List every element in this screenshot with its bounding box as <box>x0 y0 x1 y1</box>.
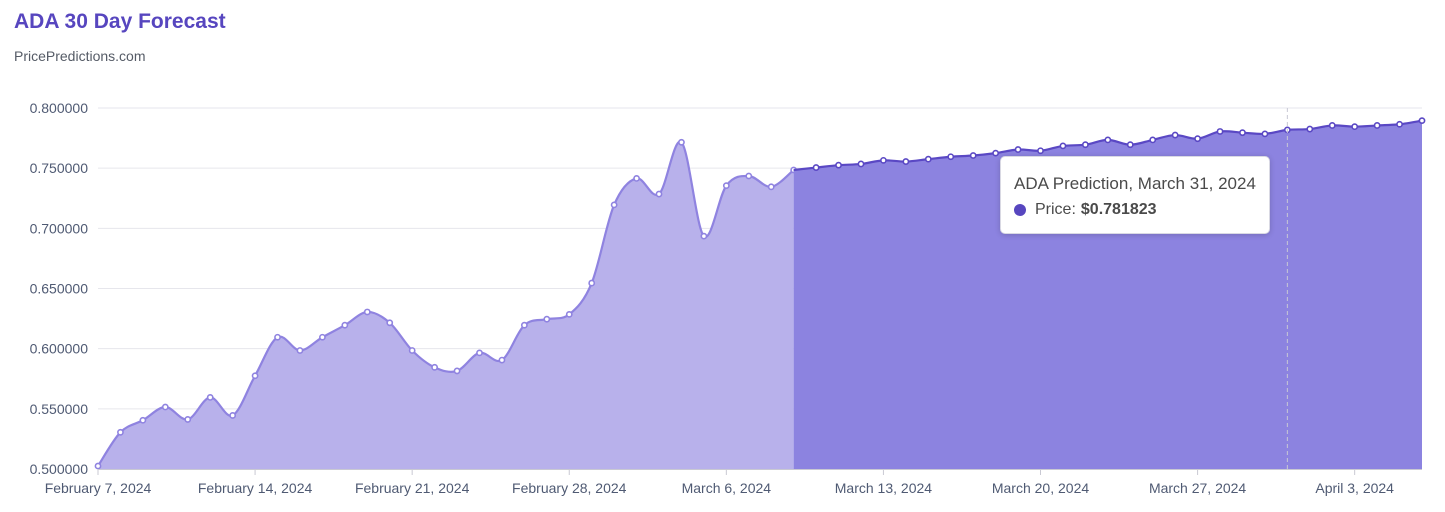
data-point <box>520 321 528 329</box>
x-tick-label: February 28, 2024 <box>512 480 627 496</box>
data-point <box>700 232 708 240</box>
y-tick-label: 0.700000 <box>30 220 89 236</box>
data-point <box>1171 131 1179 139</box>
history-area <box>98 141 794 469</box>
data-point <box>476 349 483 357</box>
data-point <box>947 153 955 161</box>
data-point <box>453 367 461 375</box>
data-point <box>363 308 371 316</box>
data-point <box>543 315 551 323</box>
data-point <box>1081 141 1089 149</box>
data-point <box>386 319 394 327</box>
data-point <box>498 356 506 364</box>
data-point <box>745 172 753 180</box>
x-tick-label: February 21, 2024 <box>355 480 470 496</box>
data-point <box>408 347 416 354</box>
data-point <box>1306 125 1314 133</box>
data-point <box>610 201 618 209</box>
data-point <box>206 394 214 401</box>
data-point <box>633 174 640 182</box>
y-tick-label: 0.550000 <box>30 401 89 417</box>
tooltip-title: ADA Prediction, March 31, 2024 <box>1014 174 1256 193</box>
chart-tooltip: ADA Prediction, March 31, 2024 Price: $0… <box>1000 156 1270 234</box>
data-point <box>722 182 730 190</box>
data-point <box>319 333 326 341</box>
data-point <box>117 428 124 436</box>
data-point <box>274 333 281 341</box>
data-point <box>161 403 169 411</box>
data-point <box>184 416 192 423</box>
data-point <box>1194 135 1201 143</box>
x-tick-label: March 6, 2024 <box>682 480 772 496</box>
data-point <box>1239 129 1246 137</box>
data-point <box>1216 128 1224 135</box>
data-point <box>812 164 820 171</box>
y-tick-label: 0.800000 <box>30 100 89 116</box>
data-point <box>857 160 865 168</box>
tooltip-price-row: Price: $0.781823 <box>1014 201 1157 219</box>
y-tick-label: 0.650000 <box>30 281 89 297</box>
data-point <box>341 321 349 329</box>
data-point <box>1418 117 1426 125</box>
data-point <box>1328 122 1336 129</box>
data-point <box>1037 147 1044 155</box>
data-point <box>992 149 1000 157</box>
data-point <box>431 363 439 371</box>
data-point <box>835 161 842 169</box>
data-point <box>1351 123 1359 131</box>
data-point <box>1396 120 1403 128</box>
data-point <box>767 183 775 191</box>
x-tick-label: February 14, 2024 <box>198 480 313 496</box>
data-point <box>94 462 102 470</box>
chart-title: ADA 30 Day Forecast <box>14 10 226 33</box>
x-tick-label: April 3, 2024 <box>1315 480 1394 496</box>
data-point <box>655 190 663 198</box>
data-point <box>1126 141 1134 149</box>
y-tick-label: 0.500000 <box>30 461 89 477</box>
x-tick-label: March 20, 2024 <box>992 480 1089 496</box>
data-point <box>139 416 147 424</box>
data-point <box>1373 122 1381 129</box>
data-point <box>229 412 237 419</box>
data-point <box>924 155 932 163</box>
data-point <box>565 310 573 318</box>
chart-subtitle: PricePredictions.com <box>14 48 146 64</box>
data-point <box>588 279 596 287</box>
data-point <box>1149 136 1157 144</box>
data-point <box>296 347 304 354</box>
y-tick-label: 0.600000 <box>30 341 89 357</box>
data-point <box>1104 136 1112 144</box>
data-point <box>1059 142 1067 150</box>
data-point <box>1261 130 1269 138</box>
x-tick-label: February 7, 2024 <box>45 480 152 496</box>
data-point <box>902 158 910 165</box>
data-point <box>1014 146 1022 153</box>
x-tick-label: March 13, 2024 <box>835 480 932 496</box>
tooltip-price-label: Price: <box>1035 201 1076 218</box>
y-tick-label: 0.750000 <box>30 160 89 176</box>
series-dot-icon <box>1014 204 1026 216</box>
data-point <box>251 372 259 380</box>
data-point <box>969 152 977 159</box>
x-tick-label: March 27, 2024 <box>1149 480 1246 496</box>
data-point <box>880 156 887 164</box>
tooltip-price-value: $0.781823 <box>1080 201 1157 218</box>
data-point <box>678 138 685 146</box>
